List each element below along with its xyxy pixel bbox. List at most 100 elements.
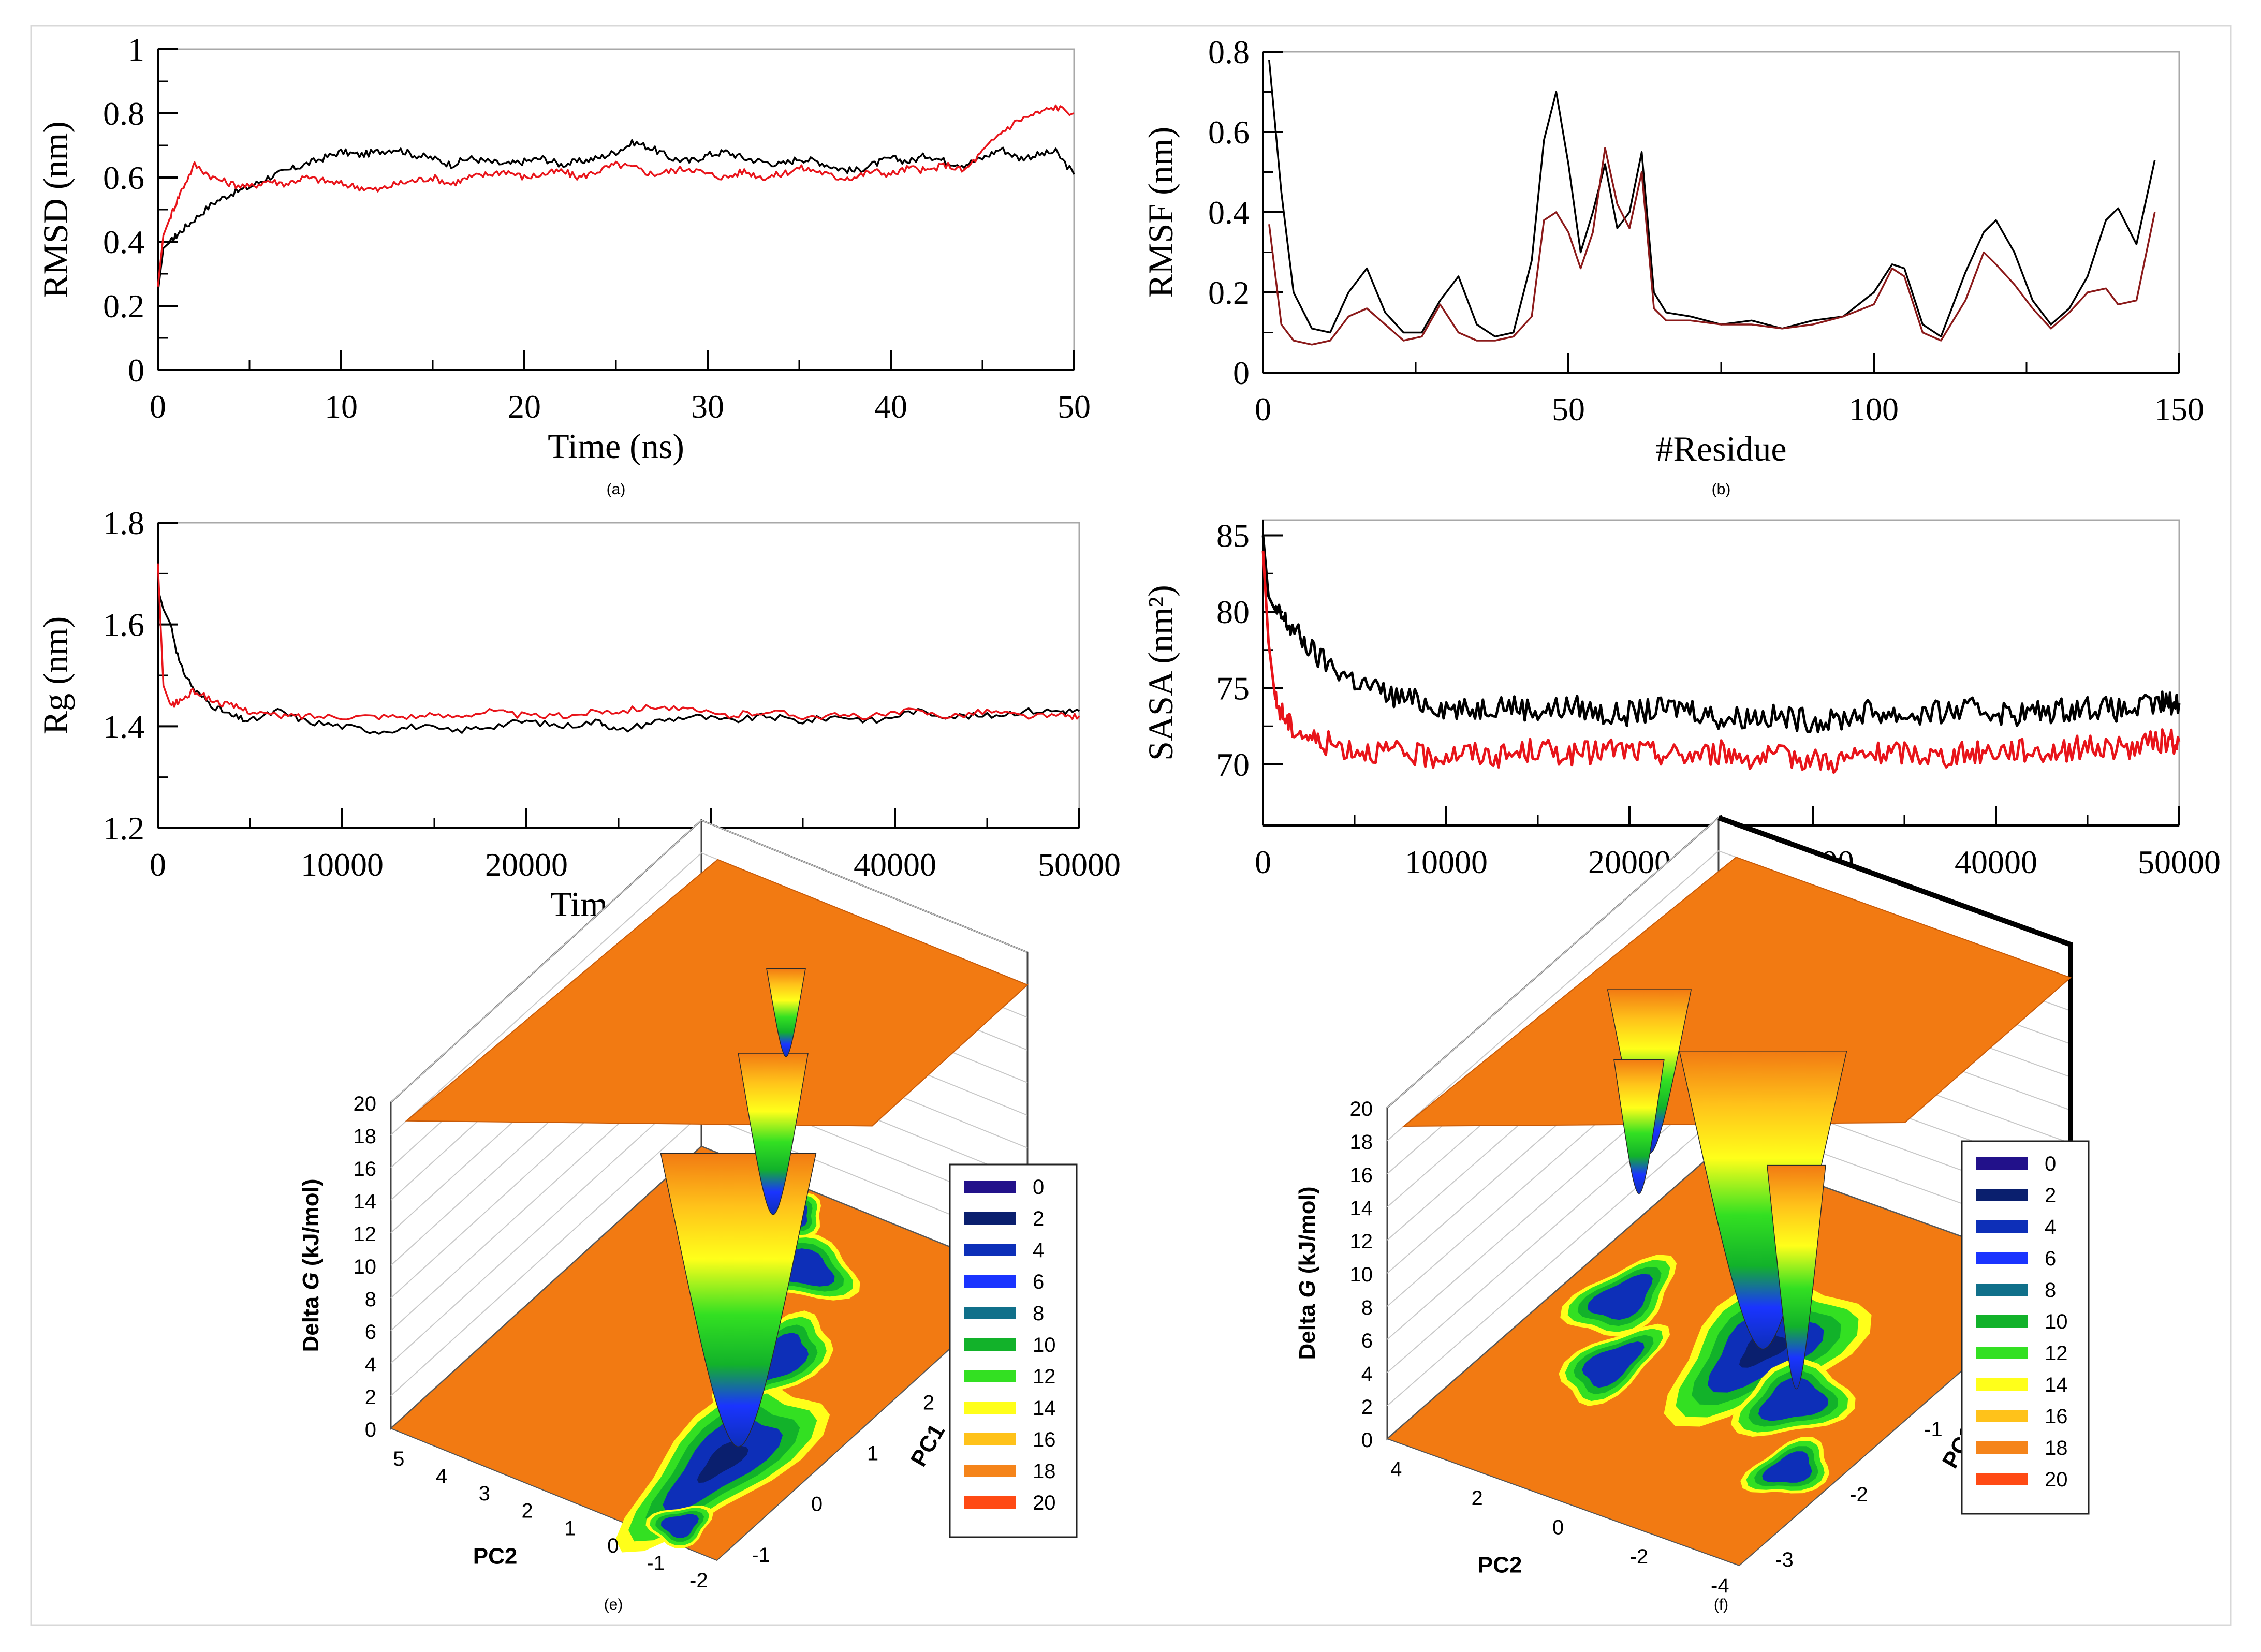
z-tick-label: 18 xyxy=(1350,1131,1373,1154)
y-tick-label: 0 xyxy=(1233,355,1250,391)
pc2-axis-label: PC2 xyxy=(473,1544,518,1569)
panel-label: (e) xyxy=(604,1596,623,1613)
z-tick-label: 4 xyxy=(365,1353,376,1376)
y-tick-label: 0.8 xyxy=(1208,34,1250,70)
y-tick-label: 0.6 xyxy=(103,159,144,196)
y-tick-label: 80 xyxy=(1216,594,1250,630)
pc1-tick-label: 2 xyxy=(923,1391,934,1414)
z-tick-label: 6 xyxy=(365,1321,376,1344)
z-axis-label: Delta G (kJ/mol) xyxy=(1295,1187,1320,1360)
z-tick-label: 8 xyxy=(365,1288,376,1311)
x-tick-label: 150 xyxy=(2154,391,2204,427)
legend-swatch xyxy=(1976,1157,2028,1170)
pc1-tick-label: -3 xyxy=(1775,1548,1794,1571)
panel-label: (a) xyxy=(607,481,626,498)
pc2-tick-label: 0 xyxy=(1552,1516,1564,1539)
pc1-tick-label: -1 xyxy=(1924,1418,1943,1441)
z-tick-label: 14 xyxy=(354,1190,377,1213)
x-tick-label: 50000 xyxy=(1038,846,1121,883)
y-axis-label: Rg (nm) xyxy=(36,616,75,735)
pc1-tick-label: 0 xyxy=(811,1493,823,1516)
small-well xyxy=(1613,1059,1665,1194)
basin-core xyxy=(1582,1341,1645,1388)
chart-b: 0 50 100 150 0 0.2 0.4 0.6 0.8 #Residue RMSF (nm) (… xyxy=(1141,34,2204,498)
x-tick-label: 10 xyxy=(325,388,358,425)
x-tick-label: 50000 xyxy=(2138,844,2221,880)
x-tick-label: 20 xyxy=(508,388,541,425)
y-axis-label: RMSD (nm) xyxy=(36,121,75,298)
legend-label: 8 xyxy=(1033,1302,1044,1325)
z-tick-label: 6 xyxy=(1361,1330,1373,1352)
legend-label: 20 xyxy=(1033,1492,1056,1514)
legend-label: 10 xyxy=(1033,1334,1056,1356)
pc2-tick-label: 2 xyxy=(1471,1487,1482,1510)
pc2-tick-label: 1 xyxy=(564,1517,576,1540)
legend-label: 10 xyxy=(2045,1310,2068,1333)
y-tick-label: 1 xyxy=(128,31,144,68)
legend-swatch xyxy=(1976,1315,2028,1328)
legend-label: 16 xyxy=(1033,1428,1056,1451)
pc2-tick-label: 2 xyxy=(521,1500,533,1523)
x-tick-label: 50 xyxy=(1552,391,1585,427)
y-tick-label: 70 xyxy=(1216,746,1250,783)
shallow-well xyxy=(766,968,806,1057)
secondary-well xyxy=(738,1053,809,1215)
series-red xyxy=(1261,550,2181,774)
legend-label: 16 xyxy=(2045,1405,2068,1428)
z-tick-label: 20 xyxy=(354,1093,377,1115)
z-tick-label: 2 xyxy=(365,1386,376,1409)
y-tick-label: 1.8 xyxy=(103,505,144,541)
y-tick-label: 85 xyxy=(1216,518,1250,554)
legend-label: 6 xyxy=(1033,1271,1044,1293)
basin-minimum xyxy=(1739,1332,1789,1368)
main-well xyxy=(660,1153,817,1448)
x-axis-label: Time (ns) xyxy=(548,426,684,466)
legend-label: 4 xyxy=(2045,1216,2056,1238)
z-tick-label: 14 xyxy=(1350,1197,1373,1220)
side-well xyxy=(1767,1164,1826,1390)
pc2-tick-label: 3 xyxy=(479,1482,490,1505)
x-tick-label: 30 xyxy=(691,388,724,425)
y-axis-label: RMSF (nm) xyxy=(1141,127,1180,298)
x-tick-label: 0 xyxy=(1255,844,1271,880)
basin-core xyxy=(1762,1451,1812,1483)
pc2-tick-label: 4 xyxy=(1390,1458,1402,1481)
y-tick-label: 0.4 xyxy=(103,224,144,260)
x-tick-label: 0 xyxy=(150,388,166,425)
pc2-tick-label: 5 xyxy=(393,1448,404,1470)
chart-a: 0 10 20 30 40 50 0 0.2 0.4 0.6 0.8 1 Time (ns) RMSD (… xyxy=(36,31,1091,498)
basin-core xyxy=(1588,1274,1653,1320)
legend: 0 2 4 6 8 10 12 14 16 18 20 xyxy=(949,1163,1078,1538)
y-tick-label: 75 xyxy=(1216,670,1250,707)
pc2-tick-label: -1 xyxy=(647,1552,665,1574)
legend-swatch xyxy=(964,1465,1016,1477)
z-tick-label: 10 xyxy=(1350,1263,1373,1286)
y-tick-label: 0.2 xyxy=(1208,274,1250,311)
legend-label: 20 xyxy=(2045,1468,2068,1491)
series-red xyxy=(1268,147,2156,346)
legend-swatch xyxy=(1976,1252,2028,1264)
x-tick-label: 10000 xyxy=(1405,844,1488,880)
x-tick-label: 0 xyxy=(150,846,166,883)
legend-swatch xyxy=(1976,1441,2028,1454)
x-tick-label: 0 xyxy=(1255,391,1271,427)
pc1-tick-label: -1 xyxy=(752,1544,770,1567)
z-tick-label: 16 xyxy=(1350,1164,1373,1187)
y-axis-label: SASA (nm²) xyxy=(1141,585,1180,761)
x-tick-label: 40000 xyxy=(1955,844,2037,880)
legend: 0 2 4 6 8 10 12 14 16 18 20 xyxy=(1961,1140,2090,1515)
pc1-tick-label: -2 xyxy=(1849,1483,1868,1506)
legend-label: 2 xyxy=(2045,1184,2056,1207)
legend-swatch xyxy=(1976,1347,2028,1359)
legend-swatch xyxy=(1976,1220,2028,1233)
legend-label: 0 xyxy=(1033,1176,1044,1199)
basin-core xyxy=(1758,1377,1828,1421)
legend-label: 6 xyxy=(2045,1247,2056,1270)
z-axis-label: Delta G (kJ/mol) xyxy=(298,1179,324,1352)
z-tick-label: 4 xyxy=(1361,1363,1373,1385)
z-tick-label: 2 xyxy=(1361,1396,1373,1419)
series-black xyxy=(157,588,1080,735)
y-tick-label: 1.6 xyxy=(103,607,144,643)
y-tick-label: 0.8 xyxy=(103,95,144,132)
